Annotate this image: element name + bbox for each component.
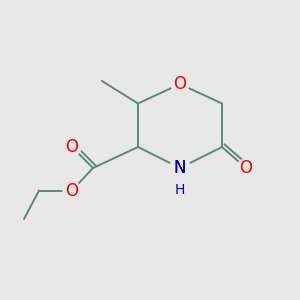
- Ellipse shape: [63, 182, 81, 200]
- Text: O: O: [65, 138, 79, 156]
- Ellipse shape: [237, 159, 255, 177]
- Ellipse shape: [63, 138, 81, 156]
- Ellipse shape: [171, 159, 189, 177]
- Ellipse shape: [169, 158, 190, 178]
- Text: O: O: [173, 75, 187, 93]
- Text: O: O: [65, 182, 79, 200]
- Ellipse shape: [171, 75, 189, 93]
- Text: O: O: [239, 159, 253, 177]
- Text: N: N: [174, 159, 186, 177]
- Text: N: N: [174, 159, 186, 177]
- Ellipse shape: [172, 183, 188, 198]
- Text: H: H: [175, 184, 185, 197]
